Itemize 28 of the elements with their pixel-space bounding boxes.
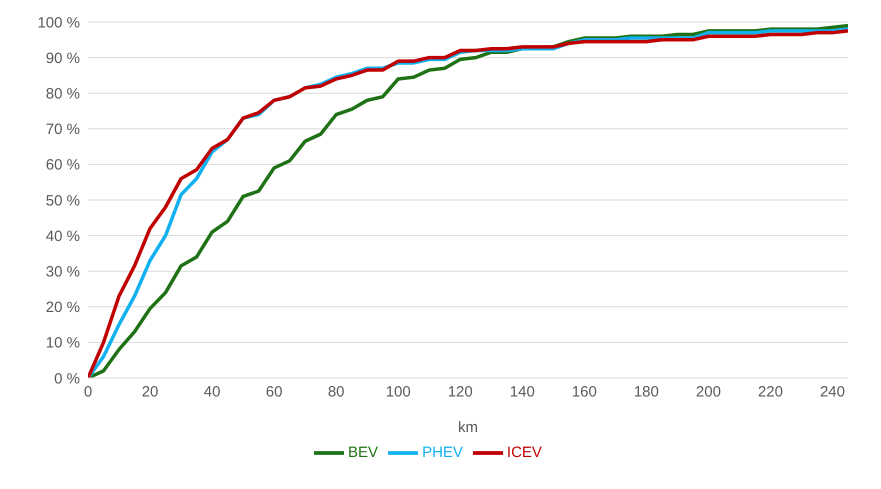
x-tick-label: 220 [758,384,783,401]
x-tick-label: 140 [510,384,535,401]
x-tick-label: 0 [84,384,92,401]
y-tick-label: 100 % [37,14,80,32]
y-tick-label: 80 % [46,86,80,103]
y-tick-label: 10 % [46,334,80,352]
x-tick-label: 240 [820,384,846,401]
y-tick-label: 60 % [46,156,80,174]
x-tick-label: 80 [328,384,345,401]
x-tick-label: 60 [266,384,282,401]
x-tick-label: 120 [448,384,473,401]
x-tick-label: 180 [634,384,659,401]
y-tick-label: 20 % [46,299,80,316]
legend-label: BEV [348,444,378,461]
y-tick-label: 70 % [46,121,80,138]
y-tick-label: 0 % [54,370,80,388]
x-tick-label: 160 [572,384,597,401]
legend-label: ICEV [506,444,542,461]
y-tick-label: 90 % [46,50,80,67]
y-tick-label: 30 % [46,264,80,281]
legend-label: PHEV [422,444,463,461]
x-tick-label: 100 [386,384,411,401]
x-tick-label: 200 [696,384,721,401]
x-tick-label: 20 [142,384,158,401]
y-tick-label: 40 % [46,228,80,245]
x-axis-title: km [458,419,478,436]
y-tick-label: 50 % [46,192,80,210]
x-tick-label: 40 [204,384,220,401]
